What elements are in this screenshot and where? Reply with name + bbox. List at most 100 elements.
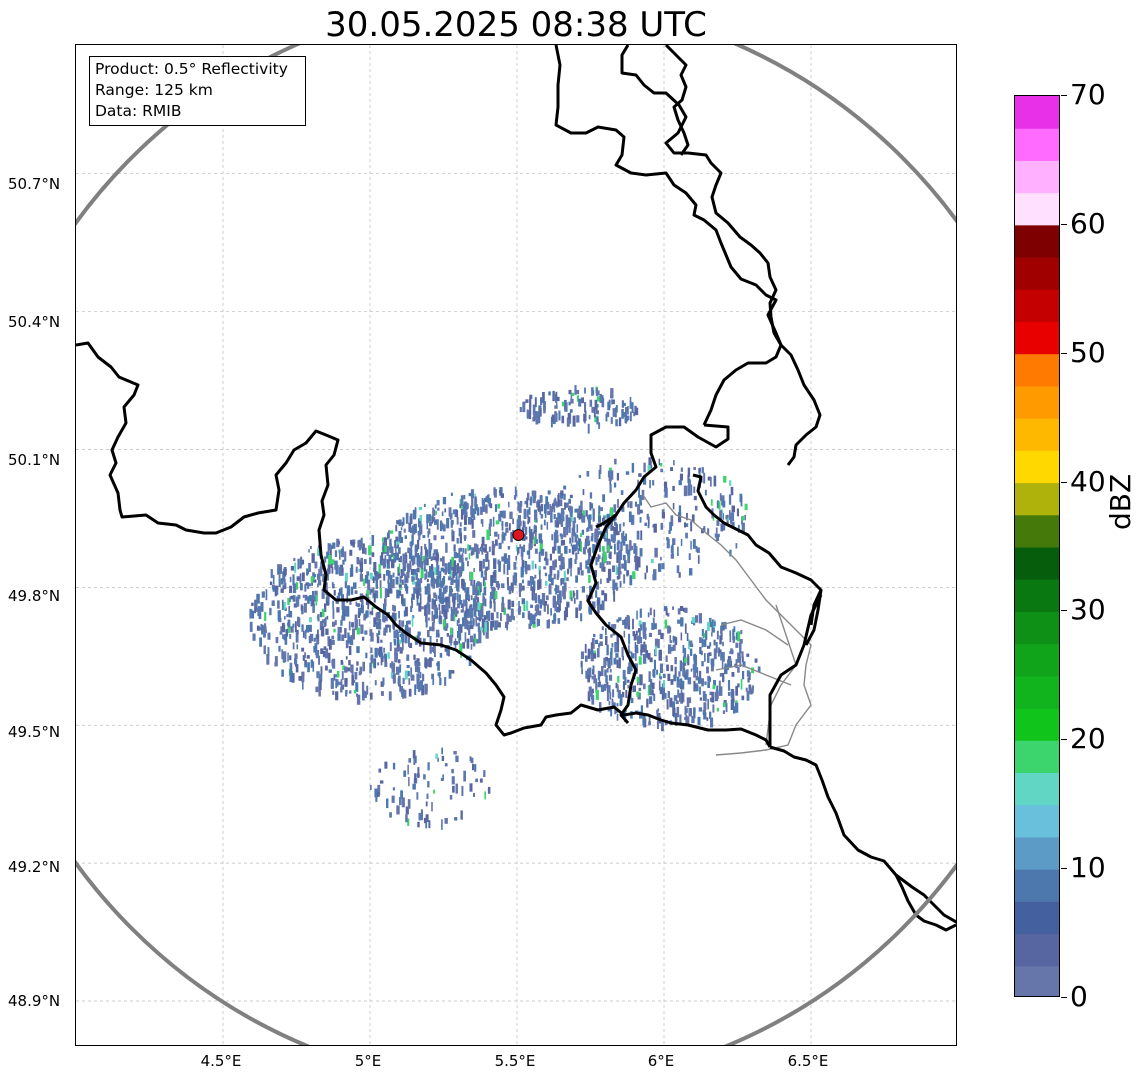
echo-pixel xyxy=(560,560,563,571)
echo-pixel xyxy=(331,660,335,667)
echo-pixel xyxy=(387,583,392,590)
echo-pixel xyxy=(403,610,406,617)
echo-pixel xyxy=(687,639,690,650)
echo-pixel xyxy=(517,547,520,554)
echo-pixel xyxy=(618,569,621,579)
echo-pixel xyxy=(515,490,518,497)
echo-pixel xyxy=(455,579,459,588)
echo-pixel xyxy=(283,602,286,610)
echo-pixel xyxy=(647,685,651,696)
echo-pixel xyxy=(336,679,339,687)
echo-pixel xyxy=(332,608,335,619)
echo-pixel xyxy=(327,639,331,647)
echo-pixel xyxy=(574,385,577,395)
echo-pixel xyxy=(548,583,551,592)
echo-pixel xyxy=(526,550,530,555)
echo-pixel xyxy=(527,564,531,571)
lat-label-50.1: 50.1°N xyxy=(8,451,61,469)
colorbar-tick-label: 50 xyxy=(1070,335,1106,369)
echo-pixel xyxy=(692,664,696,671)
echo-pixel xyxy=(395,576,399,585)
echo-pixel xyxy=(353,582,357,589)
echo-pixel xyxy=(289,576,292,583)
echo-pixel xyxy=(295,632,299,643)
echo-pixel xyxy=(354,619,358,631)
echo-pixel xyxy=(558,514,561,519)
echo-pixel xyxy=(398,557,401,562)
echo-pixel xyxy=(611,643,614,648)
echo-pixel xyxy=(452,596,456,607)
echo-pixel xyxy=(436,633,440,638)
echo-pixel xyxy=(408,777,410,787)
echo-pixel xyxy=(553,613,557,622)
echo-pixel xyxy=(439,557,443,562)
echo-pixel xyxy=(475,623,479,627)
echo-pixel xyxy=(677,689,680,698)
echo-pixel xyxy=(334,550,338,557)
echo-pixel xyxy=(407,764,409,775)
echo-pixel xyxy=(448,562,451,570)
echo-pixel xyxy=(688,478,691,483)
echo-pixel xyxy=(435,753,438,759)
echo-pixel xyxy=(735,659,738,669)
echo-pixel xyxy=(630,697,634,704)
echo-pixel xyxy=(476,590,480,596)
echo-pixel xyxy=(677,546,679,556)
echo-pixel xyxy=(519,407,522,413)
echo-pixel xyxy=(556,606,560,613)
echo-pixel xyxy=(342,608,345,620)
echo-pixel xyxy=(383,574,386,581)
echo-pixel xyxy=(391,795,395,803)
echo-pixel xyxy=(374,647,378,658)
echo-pixel xyxy=(521,559,525,568)
echo-pixel xyxy=(732,638,735,643)
echo-pixel xyxy=(734,702,739,713)
echo-pixel xyxy=(585,670,589,679)
echo-pixel xyxy=(444,763,448,767)
echo-pixel xyxy=(555,584,557,595)
echo-pixel xyxy=(415,662,418,673)
echo-pixel xyxy=(272,586,276,592)
echo-pixel xyxy=(386,559,390,563)
echo-pixel xyxy=(626,570,630,576)
echo-pixel xyxy=(647,516,650,526)
echo-pixel xyxy=(596,406,598,414)
echo-pixel xyxy=(618,560,621,570)
echo-pixel xyxy=(546,521,549,530)
echo-pixel xyxy=(564,502,566,510)
echo-pixel xyxy=(619,523,622,532)
echo-pixel xyxy=(640,649,643,656)
echo-pixel xyxy=(545,558,549,566)
echo-pixel xyxy=(607,571,612,581)
echo-pixel xyxy=(703,633,706,638)
echo-pixel xyxy=(494,591,498,599)
echo-pixel xyxy=(576,395,579,402)
echo-pixel xyxy=(434,504,437,509)
echo-pixel xyxy=(699,646,702,655)
echo-pixel xyxy=(367,579,371,590)
echo-pixel xyxy=(549,575,552,582)
echo-pixel xyxy=(538,579,542,589)
echo-pixel xyxy=(731,521,735,528)
radar-map[interactable] xyxy=(75,44,957,1046)
echo-pixel xyxy=(509,511,513,520)
echo-pixel xyxy=(424,554,427,564)
echo-pixel xyxy=(570,597,573,602)
echo-pixel xyxy=(418,506,423,510)
echo-pixel xyxy=(537,619,540,626)
echo-pixel xyxy=(566,577,569,582)
echo-pixel xyxy=(694,653,696,663)
echo-pixel xyxy=(588,559,591,569)
echo-pixel xyxy=(356,603,360,607)
echo-pixel xyxy=(627,551,630,559)
echo-pixel xyxy=(644,522,647,526)
echo-pixel xyxy=(463,526,467,531)
echo-pixel xyxy=(344,678,348,687)
echo-pixel xyxy=(656,709,659,714)
echo-pixel xyxy=(650,559,654,564)
echo-pixel xyxy=(386,624,390,628)
echo-pixel xyxy=(589,565,591,570)
echo-pixel xyxy=(625,533,627,541)
echo-pixel xyxy=(593,570,597,578)
echo-pixel xyxy=(339,626,342,633)
